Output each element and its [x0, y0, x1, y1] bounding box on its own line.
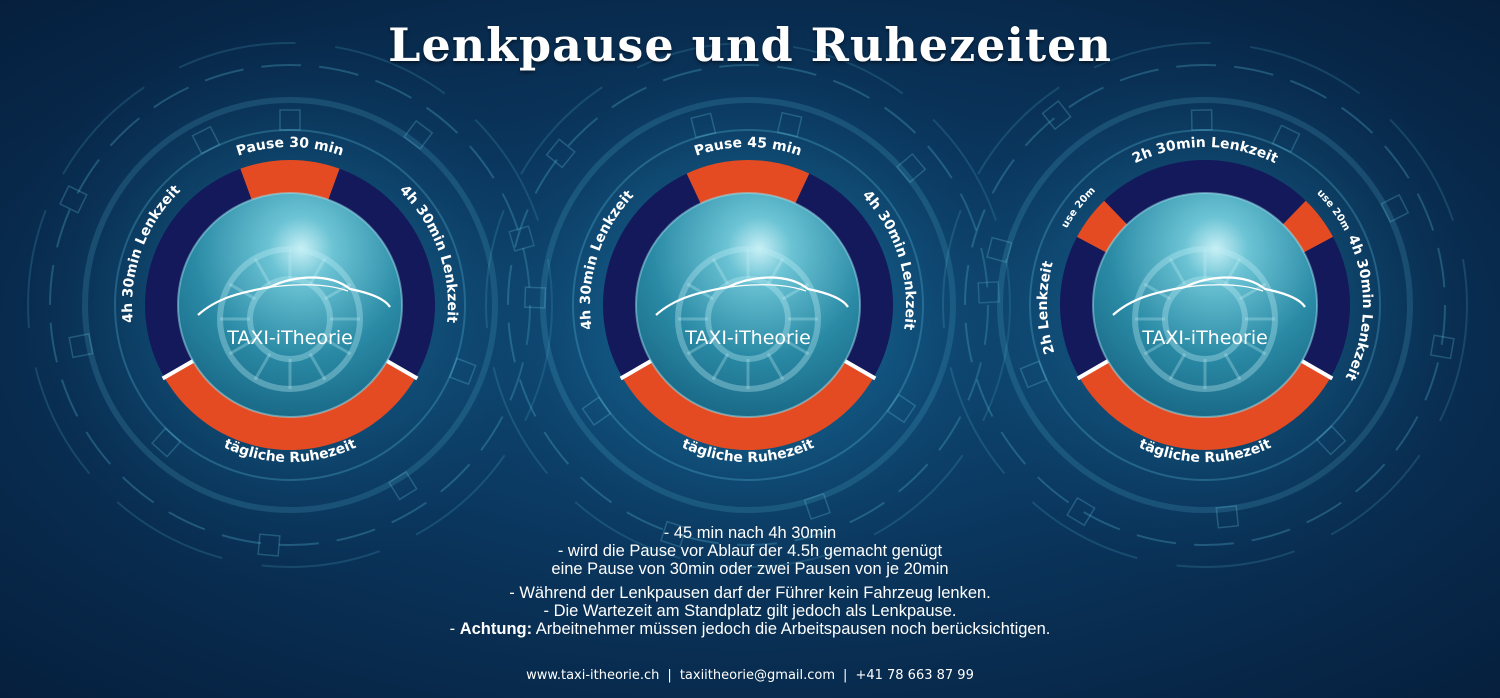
decor-square	[1429, 334, 1455, 360]
hub-rim	[1092, 192, 1318, 418]
hub-spoke	[1168, 352, 1187, 381]
hub-spoke	[1143, 282, 1172, 301]
decor-square	[581, 396, 612, 427]
center-hub	[636, 193, 860, 417]
email-link[interactable]: taxiitheorie@gmail.com	[679, 668, 836, 683]
drive-label: 2h Lenkzeit	[1035, 259, 1058, 356]
hub-spoke	[1223, 352, 1242, 381]
decor-square	[524, 286, 547, 309]
decor-square	[68, 333, 94, 359]
note-line: - Während der Lenkpausen darf der Führer…	[509, 584, 991, 602]
hub-ring	[217, 246, 363, 392]
decor-square	[279, 109, 301, 131]
phone-number: +41 78 663 87 99	[855, 668, 974, 683]
decor-ring	[997, 97, 1413, 513]
hub-spoke	[766, 352, 785, 381]
hub-spoke	[711, 257, 730, 286]
note-line: - wird die Pause vor Ablauf der 4.5h gem…	[557, 542, 943, 560]
decor-square	[776, 111, 803, 138]
hub-spoke	[1238, 337, 1267, 356]
hub-spoke	[781, 337, 810, 356]
decor-square	[886, 393, 917, 424]
decor-square	[803, 492, 832, 521]
decor-ring	[1029, 129, 1381, 481]
hub-spoke	[323, 337, 352, 356]
note-line: eine Pause von 30min oder zwei Pausen vo…	[551, 560, 949, 578]
contact-footer: www.taxi-itheorie.ch | taxiitheorie@gmail.…	[0, 668, 1500, 683]
decor-square	[986, 236, 1013, 264]
warning-text: Arbeitnehmer müssen jedoch die Arbeitspa…	[532, 620, 1051, 638]
hub-spoke	[711, 352, 730, 381]
decor-square	[1190, 109, 1213, 131]
website-link[interactable]: www.taxi-itheorie.ch	[526, 668, 660, 683]
car-logo-icon	[1144, 284, 1264, 298]
hub-spoke	[228, 282, 257, 301]
hub-spoke	[253, 352, 272, 381]
decor-square	[1041, 99, 1072, 131]
hub-spoke	[1143, 337, 1172, 356]
decor-square	[690, 112, 717, 139]
notes-block: - 45 min nach 4h 30min - wird die Pause …	[0, 524, 1500, 638]
decor-square	[151, 427, 182, 458]
car-logo-icon	[687, 284, 807, 298]
decor-square	[403, 119, 434, 150]
center-hub	[1093, 193, 1317, 417]
hub-rim	[635, 192, 861, 418]
hub-spoke	[686, 282, 715, 301]
decor-square	[59, 184, 88, 214]
hub-rim	[177, 192, 403, 418]
decor-square	[191, 125, 221, 155]
note-prefix: -	[449, 620, 460, 638]
hub-spoke	[686, 337, 715, 356]
note-line: - Die Wartezeit am Standplatz gilt jedoc…	[543, 602, 957, 620]
center-hub	[178, 193, 402, 417]
hub-spoke	[228, 337, 257, 356]
decor-square	[388, 470, 418, 501]
separator: |	[667, 668, 672, 683]
brand-logo-text: TAXI-iTheorie	[684, 327, 811, 349]
separator: |	[843, 668, 848, 683]
decor-square	[545, 138, 576, 169]
hub-ring	[675, 246, 821, 392]
decor-square	[1315, 425, 1347, 456]
decor-square	[1215, 505, 1240, 529]
hub-spoke	[766, 257, 785, 286]
car-logo-icon	[229, 284, 349, 298]
hub-spoke	[1168, 257, 1187, 286]
brand-logo-text: TAXI-iTheorie	[1141, 327, 1268, 349]
decor-square	[1271, 124, 1301, 154]
decor-square	[1066, 496, 1096, 527]
decor-square	[1019, 360, 1048, 389]
note-line: - 45 min nach 4h 30min	[663, 524, 837, 542]
hub-spoke	[308, 352, 327, 381]
hub-spoke	[1223, 257, 1242, 286]
decor-square	[257, 533, 281, 557]
decor-square	[896, 152, 927, 184]
note-warning: - Achtung: Arbeitnehmer müssen jedoch di…	[0, 620, 1500, 638]
decor-square	[659, 520, 688, 548]
brand-logo-text: TAXI-iTheorie	[226, 327, 353, 349]
hub-spoke	[308, 257, 327, 286]
hub-ring	[1132, 246, 1278, 392]
hub-spoke	[253, 257, 272, 286]
decor-ring	[942, 42, 1468, 568]
decor-square	[1380, 193, 1410, 223]
decor-ring	[964, 64, 1446, 546]
warning-label: Achtung:	[459, 620, 533, 638]
page-title: Lenkpause und Ruhezeiten	[388, 18, 1112, 72]
